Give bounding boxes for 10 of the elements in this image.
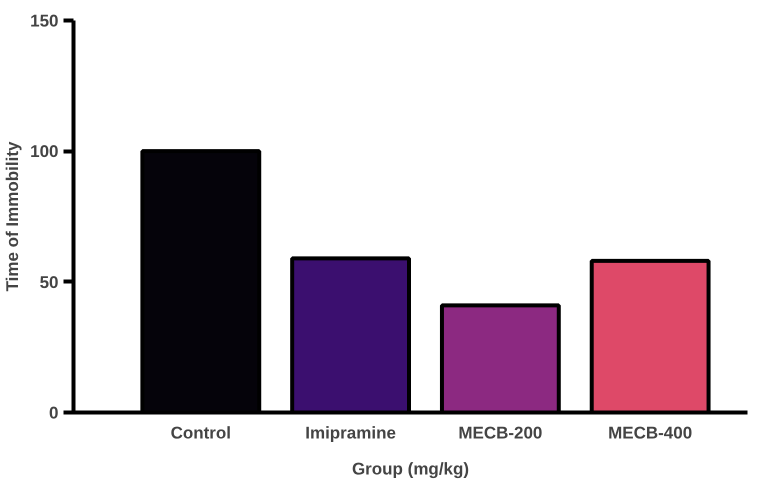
- x-axis-title: Group (mg/kg): [352, 460, 470, 478]
- y-tick-label: 0: [49, 404, 59, 422]
- x-tick-label: MECB-400: [608, 424, 692, 442]
- y-tick-label: 50: [40, 272, 59, 292]
- y-axis-title: Time of Immobility: [3, 141, 22, 292]
- x-tick-label: Control: [170, 424, 232, 442]
- y-tick-label: 150: [30, 12, 59, 30]
- x-tick-label: Imipramine: [305, 424, 396, 442]
- x-tick-label: MECB-200: [458, 424, 542, 442]
- y-tick-label: 100: [30, 142, 59, 162]
